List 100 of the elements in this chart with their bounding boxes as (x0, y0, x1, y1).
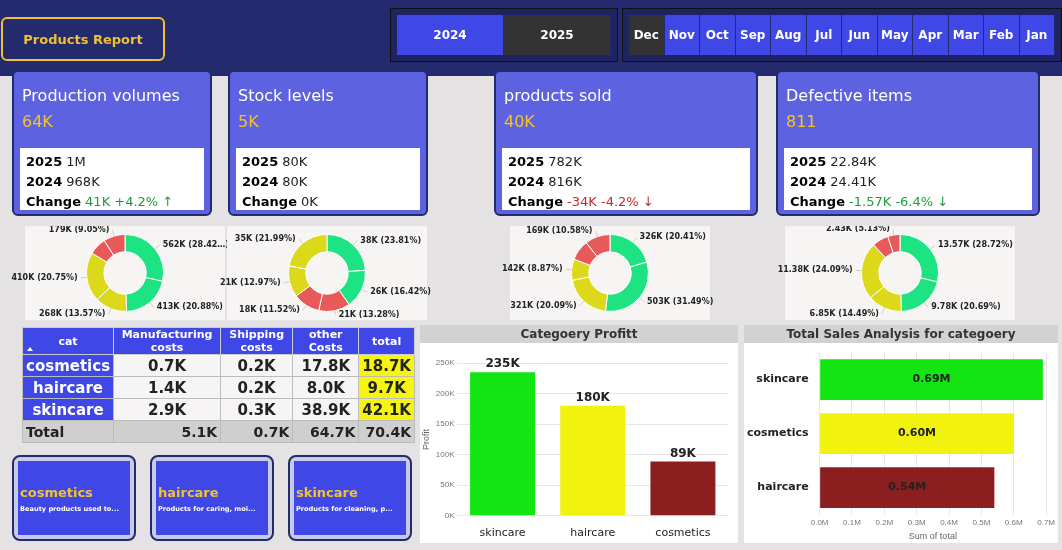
text: 8.0K (292, 376, 359, 399)
text: 2024 80K (242, 174, 308, 189)
text: 64K (22, 112, 53, 131)
data-label: 410K (20.75%) (11, 272, 78, 282)
text: Total (22, 420, 114, 443)
text: Jul (806, 15, 842, 55)
y-tick-label: 150K (435, 419, 456, 429)
x-tick-label: 0.7M (1037, 517, 1056, 527)
data-label: 180K (575, 389, 611, 404)
y-tick-label: 200K (435, 388, 456, 398)
bar (820, 467, 995, 509)
text: 0.3K (220, 398, 293, 421)
text: 811 (786, 112, 817, 131)
text: 2024 (397, 15, 504, 55)
text: Dec (629, 15, 665, 55)
text: Apr (913, 15, 949, 55)
text: Sep (735, 15, 771, 55)
x-tick-label: 0.5M (972, 517, 991, 527)
category-label: Shipping costs (220, 327, 293, 355)
text: 0.2K (220, 354, 293, 377)
text: Jan (1019, 15, 1055, 55)
text: Aug (771, 15, 807, 55)
text: Change 41K +4.2% ↑ (26, 194, 174, 209)
data-label: 503K (31.49%) (647, 296, 714, 306)
text: 0.2K (220, 376, 293, 399)
text: 2025 22.84K (790, 154, 877, 169)
data-label: 0.54M (888, 480, 927, 494)
text: 0.7K (113, 354, 221, 377)
bar (560, 405, 626, 516)
text: Nov (664, 15, 700, 55)
text: Defective items (786, 86, 913, 105)
text: Change -1.57K -6.4% ↓ (790, 194, 949, 209)
data-label: 413K (20.88%) (156, 302, 223, 312)
text: 42.1K (358, 398, 415, 421)
text: 2025 1M (26, 154, 86, 169)
text: Products Report (1, 17, 165, 61)
text: May (877, 15, 913, 55)
bar (820, 413, 1014, 455)
data-label: 11.38K (24.09%) (777, 265, 853, 275)
data-label: 18K (11.52%) (239, 305, 300, 315)
text: 2025 (504, 15, 611, 55)
data-label: 13.57K (28.72%) (937, 240, 1013, 250)
data-label: 21K (12.97%) (219, 278, 281, 288)
data-label: 35K (21.99%) (234, 233, 296, 243)
text: 5.1K (113, 420, 221, 443)
text: 2025 80K (242, 154, 308, 169)
text: cosmetics (22, 354, 114, 377)
text: 0.7K (220, 420, 293, 443)
data-label: 89K (669, 445, 697, 460)
data-label: 2.43K (5.13%) (826, 224, 890, 234)
text: cosmetics (20, 485, 93, 500)
category-label: other Costs (292, 327, 359, 355)
text: 2025 782K (508, 154, 582, 169)
y-tick-label: 250K (435, 358, 456, 368)
data-label: 326K (20.41%) (639, 232, 706, 242)
data-label: 9.78K (20.69%) (931, 302, 1001, 312)
y-tick-label: skincare (756, 372, 809, 386)
x-tick-label: 0.1M (843, 517, 862, 527)
x-tick-label: 0.4M (940, 517, 959, 527)
data-label: 321K (20.09%) (510, 300, 577, 310)
text: Mar (948, 15, 984, 55)
text: 2024 24.41K (790, 174, 877, 189)
y-tick-label: 50K (440, 480, 456, 490)
text: Jun (842, 15, 878, 55)
x-tick-label: 0.0M (810, 517, 829, 527)
data-label: 169K (10.58%) (526, 226, 593, 236)
text: 17.8K (292, 354, 359, 377)
text: 40K (504, 112, 535, 131)
data-label: 268K (13.57%) (39, 309, 106, 319)
y-tick-label: cosmetics (746, 426, 810, 440)
y-tick-label: haircare (757, 480, 809, 494)
bar (470, 372, 536, 516)
y-tick-label: 100K (435, 449, 456, 459)
x-axis-title: Sum of total (908, 531, 957, 542)
data-label: 235K (485, 356, 521, 371)
text: Production volumes (22, 86, 180, 105)
x-tick-label: cosmetics (655, 526, 711, 540)
text: Feb (984, 15, 1020, 55)
text: 9.7K (358, 376, 415, 399)
chart-title: Total Sales Analysis for categoery (744, 325, 1058, 343)
category-label: Manufacturing costs (113, 327, 221, 355)
chart-title: Categoery Profitt (420, 325, 738, 343)
text: skincare (22, 398, 114, 421)
text: 18.7K (358, 354, 415, 377)
text: 38.9K (292, 398, 359, 421)
text: 70.4K (358, 420, 415, 443)
text: 1.4K (113, 376, 221, 399)
text: Stock levels (238, 86, 334, 105)
category-label: total (358, 327, 415, 355)
text: Oct (700, 15, 736, 55)
text: 2.9K (113, 398, 221, 421)
text: haircare (22, 376, 114, 399)
data-label: 38K (23.81%) (360, 235, 422, 245)
data-label: 142K (8.87%) (501, 264, 563, 274)
text: 5K (238, 112, 259, 131)
x-tick-label: 0.3M (907, 517, 926, 527)
data-label: 0.60M (897, 426, 936, 440)
category-label: cat (22, 327, 114, 355)
text: skincare (296, 485, 358, 500)
data-label: 179K (9.05%) (48, 225, 110, 235)
